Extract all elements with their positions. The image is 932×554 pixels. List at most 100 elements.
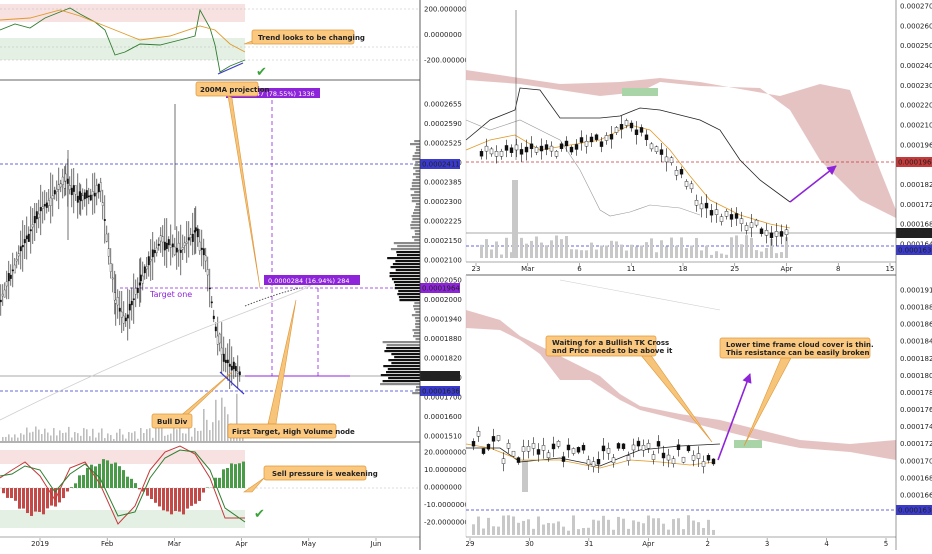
volume-bar: [5, 437, 7, 441]
histogram-bar: [174, 488, 177, 511]
candle-body: [190, 235, 192, 238]
volume-bar: [535, 237, 538, 258]
volume-bar: [224, 407, 226, 441]
volume-bar: [71, 438, 73, 441]
candle-body: [233, 362, 235, 369]
volume-bar: [617, 517, 620, 535]
volume-profile-bar: [413, 155, 420, 157]
candle-body: [223, 354, 225, 362]
volume-profile-bar: [395, 260, 420, 262]
candle-body: [605, 136, 608, 141]
volume-bar: [17, 438, 19, 441]
candle-body: [38, 214, 40, 218]
volume-bar: [637, 522, 640, 535]
candle-body: [502, 459, 505, 464]
volume-bar: [525, 244, 528, 258]
sell-pressure-callout: Sell pressure is weakening: [272, 470, 378, 478]
volume-bar: [176, 429, 178, 441]
candle-body: [525, 147, 528, 152]
volume-bar: [101, 428, 103, 441]
histogram-bar: [26, 488, 29, 513]
candle-body: [532, 443, 535, 448]
price-tag-label: 0.0001636: [898, 507, 932, 515]
y-tick-label: 0.0002655: [424, 101, 462, 109]
histogram-bar: [234, 464, 237, 488]
candle-body: [188, 237, 190, 240]
volume-profile-bar: [383, 380, 420, 382]
volume-profile-bar: [384, 350, 420, 352]
volume-bar: [62, 433, 64, 441]
candle-body: [675, 170, 678, 175]
volume-bar: [730, 237, 733, 258]
volume-bar: [540, 243, 543, 258]
volume-bar: [590, 243, 593, 258]
volume-bar: [2, 437, 4, 441]
volume-bar: [185, 434, 187, 441]
volume-bar: [667, 530, 670, 535]
histogram-bar: [90, 465, 93, 488]
candle-body: [172, 244, 174, 247]
volume-profile-bar: [395, 284, 420, 286]
candle-body: [8, 273, 10, 281]
volume-bar: [137, 439, 139, 441]
candle-body: [680, 169, 683, 174]
volume-profile-bar: [415, 152, 420, 154]
volume-bar: [652, 518, 655, 535]
volume-profile-bar: [397, 245, 420, 247]
volume-bar: [690, 245, 693, 258]
candle-body: [585, 141, 588, 146]
candle-body: [14, 265, 16, 273]
volume-bar: [152, 438, 154, 441]
x-tick-label: Apr: [236, 540, 248, 548]
volume-bar: [705, 246, 708, 258]
y-tick-label: 0.0000000: [424, 31, 462, 39]
candle-body: [64, 181, 66, 188]
y-tick-label: -20.0000000: [424, 519, 469, 527]
histogram-bar: [154, 488, 157, 503]
candle-body: [640, 127, 643, 132]
candle-body: [637, 441, 640, 446]
volume-bar: [712, 530, 715, 535]
volume-bar: [77, 433, 79, 441]
ichimoku-hourly-panel: Waiting for a Bullish TK Cross and Price…: [466, 275, 932, 548]
y-tick-label: 0.0001820: [900, 181, 932, 189]
volume-bar: [670, 238, 673, 258]
volume-bar: [482, 529, 485, 535]
oscillator-bottom: 20.000000010.00000000.0000000-10.0000000…: [0, 442, 469, 537]
volume-bar: [530, 241, 533, 258]
candle-body: [96, 185, 98, 193]
candle-body: [477, 431, 480, 436]
volume-bar: [715, 251, 718, 258]
candle-body: [642, 445, 645, 450]
ichimoku-daily-panel: 0.00027000.00026000.00025000.00024000.00…: [466, 0, 932, 273]
volume-profile-bar: [399, 299, 420, 301]
candle-body: [697, 454, 700, 459]
y-tick-label: 0.0002525: [424, 140, 462, 148]
volume-profile-bar: [413, 173, 420, 175]
volume-profile-bar: [412, 392, 420, 394]
y-tick-label: 0.0001880: [900, 304, 932, 312]
tk-cross-note-1: Waiting for a Bullish TK Cross: [552, 339, 669, 347]
candle-body: [770, 233, 773, 238]
volume-profile-bar: [388, 359, 420, 361]
volume-bar: [59, 430, 61, 441]
candle-body: [517, 458, 520, 463]
volume-profile-bar: [411, 221, 420, 223]
candle-body: [144, 267, 146, 273]
volume-profile-bar: [413, 167, 420, 169]
histogram-bar: [22, 488, 25, 509]
volume-profile-bar: [387, 257, 420, 259]
volume-bar: [131, 433, 133, 441]
volume-profile-bar: [415, 311, 420, 313]
x-tick-label: 30: [525, 540, 534, 548]
volume-bar: [585, 250, 588, 258]
candle-body: [550, 146, 553, 151]
candle-body: [156, 248, 158, 253]
volume-profile-bar: [416, 146, 420, 148]
candle-body: [730, 214, 733, 219]
volume-profile-bar: [383, 365, 420, 367]
candle-body: [62, 177, 64, 185]
volume-bar: [735, 235, 738, 258]
histogram-bar: [226, 468, 229, 488]
